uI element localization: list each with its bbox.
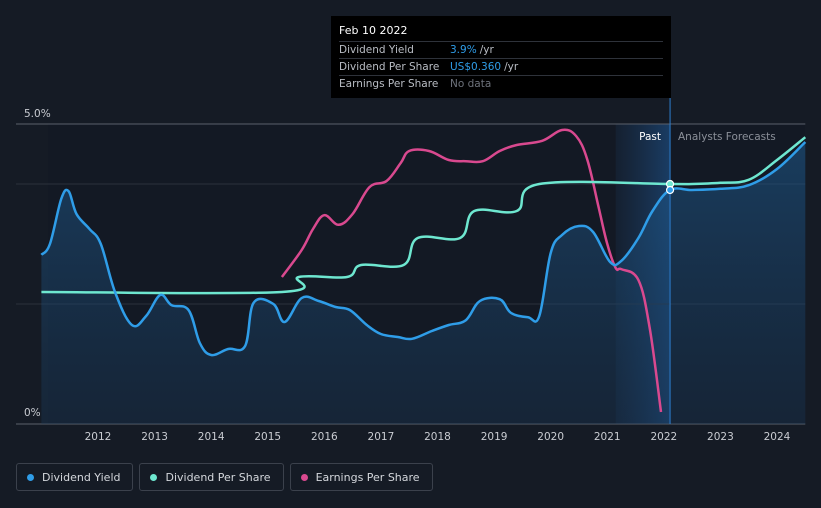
earnings-per-share-dot-icon (300, 473, 308, 481)
hover-tooltip: Feb 10 2022 Dividend Yield 3.9% /yr Divi… (331, 16, 671, 98)
hover-marker (665, 185, 675, 195)
x-tick-label: 2017 (368, 431, 395, 443)
tooltip-label: Earnings Per Share (339, 78, 439, 90)
tooltip-unit: /yr (504, 61, 519, 73)
dividend-per-share-line (41, 136, 807, 295)
y-tick-label-bottom: 0% (24, 407, 41, 419)
legend-label: Dividend Per Share (165, 470, 271, 484)
tooltip-row-dividend-per-share: Dividend Per Share US$0.360 /yr (339, 58, 663, 75)
x-tick-label: 2024 (764, 431, 791, 443)
tooltip-unit: /yr (479, 44, 494, 56)
tooltip-value: No data (450, 78, 492, 90)
x-tick-label: 2013 (141, 431, 168, 443)
x-tick-label: 2014 (198, 431, 225, 443)
x-tick-label: 2020 (537, 431, 564, 443)
x-tick-label: 2023 (707, 431, 734, 443)
legend-dividend-yield[interactable]: Dividend Yield (16, 463, 134, 491)
legend-earnings-per-share[interactable]: Earnings Per Share (289, 463, 433, 491)
legend-label: Dividend Yield (42, 470, 121, 484)
y-tick-label-top: 5.0% (24, 108, 51, 120)
x-tick-label: 2012 (85, 431, 112, 443)
x-axis-tick-labels: 2012 2013 2014 2015 2016 2017 2018 2019 2020 2021… (85, 431, 791, 443)
x-tick-label: 2018 (424, 431, 451, 443)
x-tick-label: 2019 (481, 431, 508, 443)
tooltip-label: Dividend Yield (339, 44, 414, 56)
x-tick-label: 2021 (594, 431, 621, 443)
past-label: Past (639, 131, 661, 143)
hover-markers (665, 179, 675, 195)
legend-label: Earnings Per Share (315, 470, 420, 484)
chart-legend: Dividend Yield Dividend Per Share Earnin… (16, 463, 433, 491)
tooltip-row-dividend-yield: Dividend Yield 3.9% /yr (339, 41, 663, 58)
dividend-yield-area (41, 142, 806, 424)
dividend-yield-dot-icon (27, 473, 34, 481)
tooltip-label: Dividend Per Share (339, 61, 440, 73)
x-tick-label: 2015 (254, 431, 281, 443)
dividend-per-share-dot-icon (150, 473, 158, 481)
tooltip-row-earnings-per-share: Earnings Per Share No data (339, 75, 663, 92)
dividend-yield-line (40, 141, 807, 357)
analysts-forecasts-label: Analysts Forecasts (678, 131, 776, 143)
earnings-per-share-line (280, 128, 663, 413)
x-tick-label: 2022 (650, 431, 677, 443)
tooltip-value: 3.9% (450, 44, 477, 56)
legend-dividend-per-share[interactable]: Dividend Per Share (139, 463, 284, 491)
x-tick-label: 2016 (311, 431, 338, 443)
tooltip-date: Feb 10 2022 (339, 24, 408, 37)
tooltip-value: US$0.360 (450, 61, 502, 73)
